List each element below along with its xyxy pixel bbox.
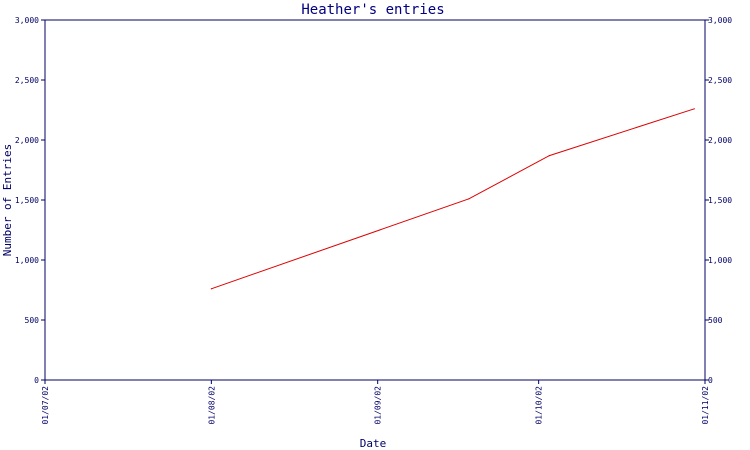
- x-tick-label: 01/11/02: [701, 386, 710, 425]
- y-axis-left: 0 500 1,000 1,500 2,000 2,500 3,000: [15, 16, 45, 385]
- y-axis-right: 0 500 1,000 1,500 2,000 2,500 3,000: [705, 16, 732, 385]
- y-tick-label-left: 0: [34, 376, 39, 385]
- x-tick-label: 01/07/02: [41, 386, 50, 425]
- series-line: [211, 108, 695, 290]
- data-point: [468, 198, 470, 200]
- y-tick-label-left: 500: [25, 316, 40, 325]
- chart-title: Heather's entries: [301, 2, 444, 18]
- y-tick-label-left: 1,000: [15, 256, 39, 265]
- x-tick-label: 01/08/02: [207, 386, 216, 425]
- series-layer: [210, 108, 695, 290]
- data-point: [210, 288, 212, 290]
- y-tick-label-left: 3,000: [15, 16, 39, 25]
- x-axis: 01/07/02 01/08/02 01/09/02 01/10/02 01/11/02: [41, 380, 710, 425]
- y-tick-label-left: 2,000: [15, 136, 39, 145]
- x-tick-label: 01/10/02: [535, 386, 544, 425]
- y-tick-label-right: 1,000: [708, 256, 732, 265]
- y-tick-label-right: 0: [708, 376, 713, 385]
- data-point: [693, 108, 695, 110]
- x-tick-label: 01/09/02: [374, 386, 383, 425]
- data-point: [548, 155, 550, 157]
- y-axis-label: Number of Entries: [1, 144, 14, 257]
- y-tick-label-left: 2,500: [15, 76, 39, 85]
- y-tick-label-left: 1,500: [15, 196, 39, 205]
- y-tick-label-right: 1,500: [708, 196, 732, 205]
- y-tick-label-right: 500: [708, 316, 723, 325]
- plot-area: [44, 19, 706, 381]
- y-tick-label-right: 2,000: [708, 136, 732, 145]
- y-tick-label-right: 3,000: [708, 16, 732, 25]
- x-axis-label: Date: [360, 437, 387, 450]
- y-tick-label-right: 2,500: [708, 76, 732, 85]
